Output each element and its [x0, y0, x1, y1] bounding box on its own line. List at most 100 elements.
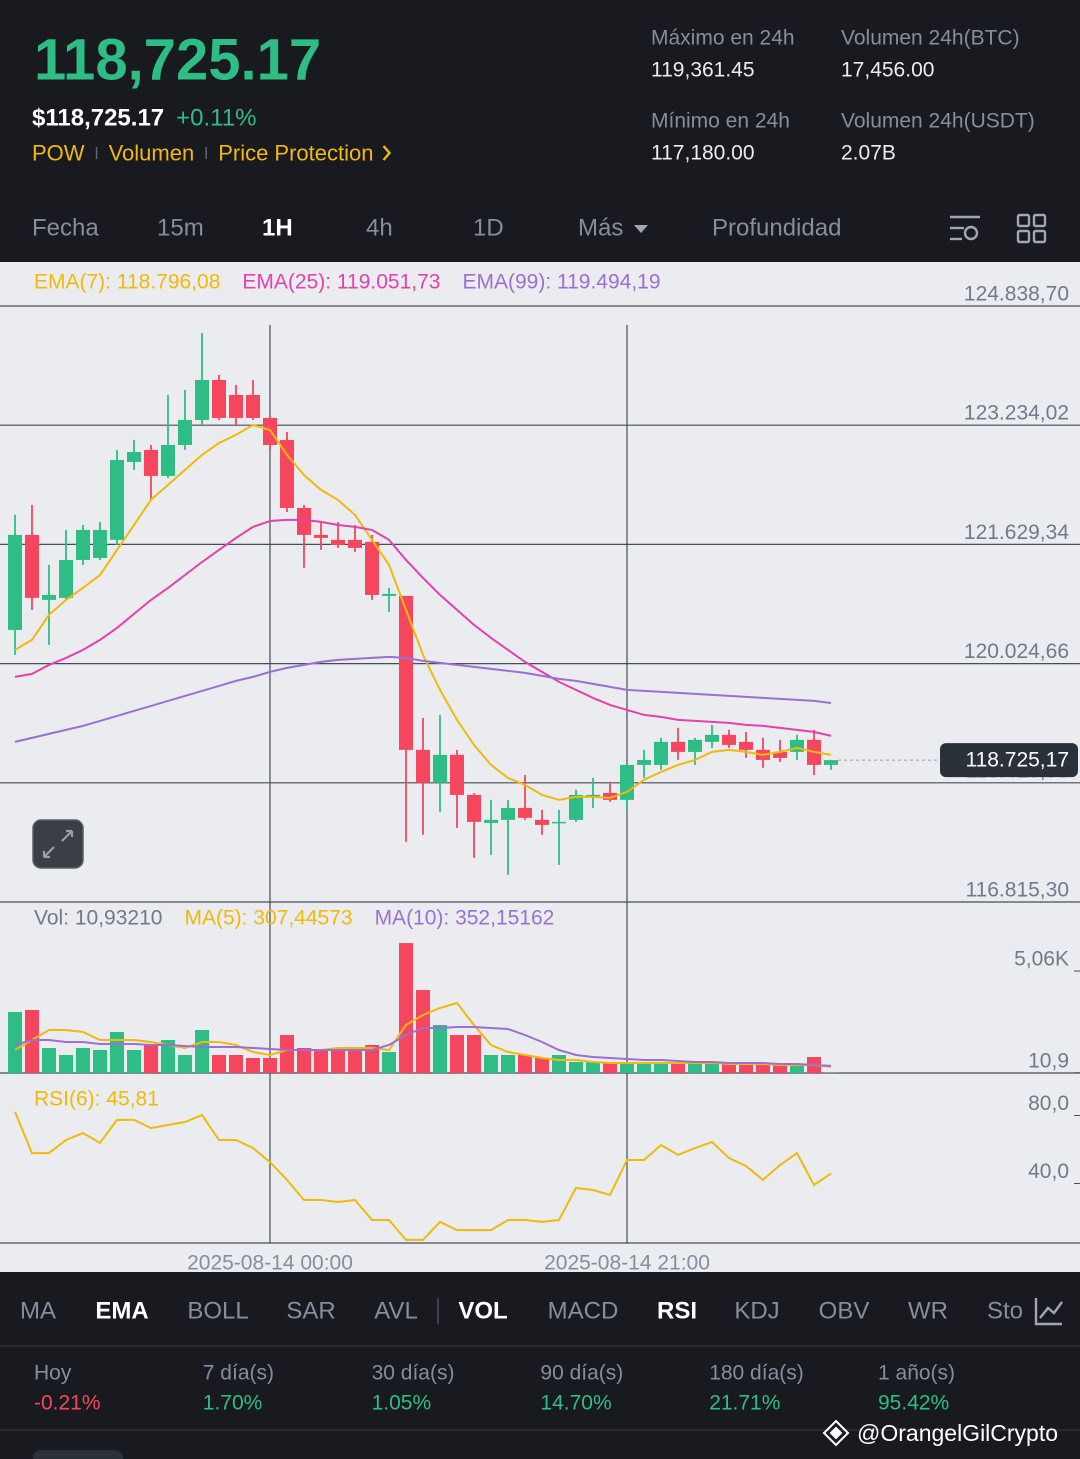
candle-body — [467, 794, 481, 822]
volume-bar — [654, 1061, 668, 1073]
layout-icon[interactable] — [1016, 213, 1047, 244]
volume-bar — [467, 1035, 481, 1073]
stat-label: Volumen 24h(USDT) — [841, 110, 1035, 133]
volume-bar — [637, 1061, 651, 1073]
indicator-tab[interactable]: EMA — [95, 1298, 148, 1325]
indicator-tab[interactable]: BOLL — [187, 1298, 248, 1325]
period-change: 1.05% — [372, 1392, 432, 1415]
candle-body — [382, 593, 396, 596]
settings-icon[interactable] — [950, 215, 980, 241]
volume-bar — [416, 990, 430, 1073]
y-tick-label: 120.024,66 — [964, 640, 1069, 663]
candle-body — [246, 394, 260, 418]
indicator-tab[interactable]: SAR — [286, 1298, 335, 1325]
candle-body — [450, 754, 464, 795]
expand-button[interactable] — [32, 819, 84, 869]
indicator-tab[interactable]: Sto — [987, 1298, 1023, 1325]
period-label: Hoy — [34, 1362, 72, 1385]
y-tick-label: 123.234,02 — [964, 402, 1069, 425]
timeframe-tab[interactable]: 15m — [157, 215, 204, 242]
stat-label: Volumen 24h(BTC) — [841, 27, 1020, 50]
volume-bar — [620, 1061, 634, 1073]
candle-body — [773, 751, 787, 758]
legend-entry: MA(10): 352,15162 — [375, 907, 555, 930]
candle-body — [620, 764, 634, 800]
indicator-line — [14, 1111, 832, 1241]
indicator-tab[interactable]: OBV — [819, 1298, 870, 1325]
volume-bar — [297, 1048, 311, 1073]
candle-body — [25, 534, 39, 598]
volume-bar — [484, 1055, 498, 1073]
indicator-tab[interactable]: VOL — [458, 1298, 507, 1325]
y-tick-label: 80,0 — [1028, 1092, 1069, 1115]
volume-bar — [671, 1061, 685, 1073]
stat-label: Máximo en 24h — [651, 27, 795, 50]
volume-bar — [399, 943, 413, 1073]
indicator-tab[interactable]: KDJ — [734, 1298, 779, 1325]
period-change: 95.42% — [878, 1392, 949, 1415]
candle-body — [331, 539, 345, 545]
candle-body — [671, 741, 685, 752]
y-tick-label: 116.815,30 — [965, 879, 1069, 902]
period-label: 180 día(s) — [709, 1362, 804, 1385]
candle-body — [178, 419, 192, 445]
timeframe-tab[interactable]: Más — [578, 215, 623, 242]
x-tick-label: 2025-08-14 00:00 — [187, 1252, 353, 1275]
tag[interactable]: Volumen — [109, 141, 195, 166]
indicator-tab[interactable]: MACD — [548, 1298, 619, 1325]
timeframe-tab[interactable]: Profundidad — [712, 215, 841, 242]
volume-bar — [127, 1050, 141, 1073]
candle-body — [42, 594, 56, 600]
volume-bar — [739, 1064, 753, 1073]
candle-body — [518, 807, 532, 818]
timeframe-tab[interactable]: 1H — [262, 215, 293, 242]
candle-body — [127, 451, 141, 462]
period-change: 21.71% — [709, 1392, 780, 1415]
dropdown-arrow — [634, 225, 648, 233]
header-bg — [0, 0, 1080, 262]
stat-value: 17,456.00 — [841, 59, 934, 82]
timeframe-tab[interactable]: Fecha — [32, 215, 99, 242]
candle-body — [501, 807, 515, 820]
volume-bar — [76, 1048, 90, 1073]
indicator-tab[interactable]: WR — [908, 1298, 948, 1325]
price-change: +0.11% — [176, 105, 256, 132]
legend-entry: RSI(6): 45,81 — [34, 1088, 159, 1111]
volume-bar — [518, 1055, 532, 1073]
volume-bar — [535, 1058, 549, 1073]
volume-bar — [773, 1064, 787, 1073]
timeframe-tab[interactable]: 4h — [366, 215, 393, 242]
candle-body — [348, 539, 362, 548]
candle-body — [824, 760, 838, 765]
indicator-tab[interactable]: RSI — [657, 1298, 697, 1325]
candle-body — [93, 529, 107, 558]
tag[interactable]: POW — [32, 141, 85, 166]
period-label: 30 día(s) — [372, 1362, 455, 1385]
indicator-line — [14, 518, 832, 737]
candle-body — [212, 379, 226, 418]
stat-value: 2.07B — [841, 142, 896, 165]
volume-bar — [280, 1035, 294, 1073]
volume-bar — [144, 1045, 158, 1073]
last-price-label: 118.725,17 — [965, 749, 1069, 772]
indicator-tab[interactable]: MA — [20, 1298, 56, 1325]
indicator-tab[interactable]: AVL — [374, 1298, 418, 1325]
tag[interactable]: Price Protection — [218, 141, 373, 166]
volume-bar — [603, 1061, 617, 1073]
volume-bar — [365, 1045, 379, 1073]
indicator-line — [14, 423, 832, 801]
indicator-settings-icon[interactable] — [1034, 1298, 1063, 1326]
candle-body — [722, 734, 736, 745]
candle-body — [790, 739, 804, 752]
volume-bar — [433, 1025, 447, 1073]
price: 118,725.17 — [34, 28, 321, 93]
candle-body — [739, 741, 753, 750]
x-tick-label: 2025-08-14 21:00 — [544, 1252, 710, 1275]
timeframe-tab[interactable]: 1D — [473, 215, 504, 242]
stat-value: 117,180.00 — [651, 142, 755, 165]
indicator-line — [14, 655, 832, 743]
candle-body — [161, 444, 175, 476]
volume-bar — [246, 1058, 260, 1073]
candle-body — [195, 379, 209, 420]
candle-body — [535, 819, 549, 825]
